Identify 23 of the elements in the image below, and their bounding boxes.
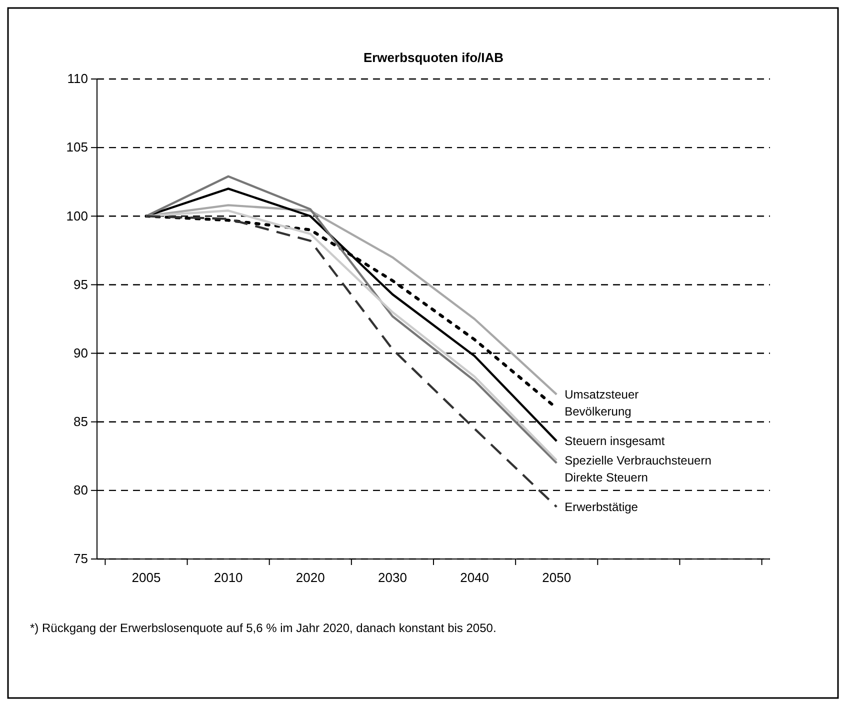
line-series xyxy=(145,215,558,508)
series-label: Steuern insgesamt xyxy=(564,434,666,448)
series-label: Erwerbstätige xyxy=(564,500,638,514)
y-tick-label: 105 xyxy=(66,140,88,155)
y-tick-label: 90 xyxy=(74,345,88,360)
series-label: Umsatzsteuer xyxy=(564,387,639,402)
chart-title: Erwerbsquoten ifo/IAB xyxy=(363,50,504,65)
x-tick-label: 2050 xyxy=(542,570,572,586)
x-tick-label: 2020 xyxy=(296,570,325,586)
x-tick-label: 2030 xyxy=(378,570,407,586)
y-tick-label: 100 xyxy=(66,208,88,224)
series-label: Bevölkerung xyxy=(564,404,632,418)
x-tick-label: 2040 xyxy=(460,570,489,586)
y-tick-label: 75 xyxy=(74,551,88,566)
y-tick-label: 110 xyxy=(67,71,88,86)
y-tick-label: 85 xyxy=(74,414,88,430)
y-tick-label: 95 xyxy=(74,276,88,292)
series-label: Spezielle Verbrauchsteuern xyxy=(564,453,712,468)
x-tick-label: 2010 xyxy=(214,570,243,586)
text: *) Rückgang der Erwerbslosenquote auf 5,6 % im Jahr 2020, danach konstant bis 2050. xyxy=(30,621,496,635)
x-tick-label: 2005 xyxy=(132,570,161,586)
series-label: Direkte Steuern xyxy=(564,470,648,484)
y-tick-label: 80 xyxy=(74,482,88,498)
